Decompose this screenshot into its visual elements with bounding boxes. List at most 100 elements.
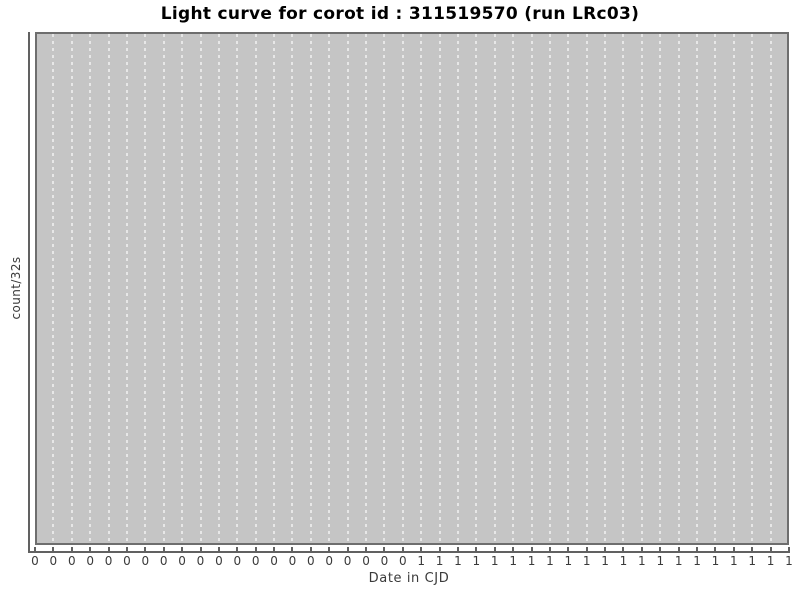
x-tick-label: 0 (215, 554, 223, 568)
x-tick-label: 0 (31, 554, 39, 568)
x-tick-label: 1 (564, 554, 573, 568)
x-tick-label: 0 (123, 554, 131, 568)
x-tick (346, 547, 349, 551)
plot-area (35, 32, 789, 545)
x-tick (34, 547, 36, 551)
chart-title: Light curve for corot id : 311519570 (ru… (160, 4, 640, 24)
x-tick (52, 547, 55, 551)
x-tick (70, 547, 73, 551)
x-tick (493, 547, 496, 551)
x-tick-label: 0 (104, 554, 113, 568)
x-tick (309, 547, 312, 551)
x-tick (696, 547, 699, 551)
x-tick (456, 547, 459, 551)
x-tick-label: 0 (362, 554, 370, 568)
x-tick-label: 1 (674, 554, 683, 568)
vertical-gridline (567, 34, 570, 543)
x-tick-label: 0 (251, 554, 260, 568)
x-tick-label: 0 (141, 554, 150, 568)
x-tick-label: 1 (656, 554, 665, 568)
x-tick-label: 1 (490, 554, 499, 568)
vertical-gridline (732, 34, 735, 543)
vertical-gridline (677, 34, 680, 543)
vertical-gridline (696, 34, 699, 543)
vertical-gridline (604, 34, 607, 543)
x-tick-label: 0 (288, 554, 297, 568)
vertical-gridline (125, 34, 128, 543)
vertical-gridline (291, 34, 294, 543)
x-tick (89, 547, 92, 551)
x-axis-label: Date in CJD (368, 571, 450, 586)
x-tick (181, 547, 184, 551)
vertical-gridline (438, 34, 441, 543)
vertical-gridline (714, 34, 717, 543)
vertical-gridline (309, 34, 312, 543)
x-tick (548, 547, 551, 551)
x-tick (732, 547, 735, 551)
x-tick-label: 1 (730, 554, 738, 568)
x-tick-label: 0 (86, 554, 94, 568)
x-tick (769, 547, 772, 551)
x-tick-label: 1 (527, 554, 536, 568)
vertical-gridline (70, 34, 73, 543)
vertical-gridline (530, 34, 533, 543)
x-tick (585, 547, 588, 551)
x-tick-label: 0 (380, 554, 389, 568)
x-tick (199, 547, 202, 551)
vertical-gridline (328, 34, 331, 543)
x-tick (475, 547, 478, 551)
x-axis-line (28, 551, 790, 553)
vertical-gridline (475, 34, 478, 543)
vertical-gridline (107, 34, 110, 543)
vertical-gridline (640, 34, 643, 543)
x-tick (162, 547, 165, 551)
x-tick-label: 1 (546, 554, 554, 568)
x-tick (640, 547, 643, 551)
vertical-gridline (585, 34, 588, 543)
x-tick (420, 547, 423, 551)
x-tick (401, 547, 404, 551)
x-tick (365, 547, 368, 551)
x-tick (512, 547, 515, 551)
x-tick-label: 0 (307, 554, 315, 568)
x-tick-label: 0 (178, 554, 186, 568)
vertical-gridline (383, 34, 386, 543)
x-tick (604, 547, 607, 551)
x-tick (125, 547, 128, 551)
x-tick (677, 547, 680, 551)
vertical-gridline (420, 34, 423, 543)
x-tick-label: 0 (67, 554, 76, 568)
x-tick (659, 547, 662, 551)
x-tick-label: 1 (417, 554, 426, 568)
vertical-gridline (217, 34, 220, 543)
x-tick (236, 547, 239, 551)
vertical-gridline (144, 34, 147, 543)
x-tick-label: 0 (343, 554, 352, 568)
x-tick-label: 1 (711, 554, 720, 568)
vertical-gridline (52, 34, 55, 543)
vertical-gridline (401, 34, 404, 543)
x-tick-label: 1 (619, 554, 628, 568)
x-tick (438, 547, 441, 551)
vertical-gridline (769, 34, 772, 543)
vertical-gridline (456, 34, 459, 543)
vertical-gridline (199, 34, 202, 543)
x-tick-label: 1 (766, 554, 775, 568)
x-tick-label: 1 (748, 554, 757, 568)
vertical-gridline (162, 34, 165, 543)
vertical-gridline (346, 34, 349, 543)
x-tick (383, 547, 386, 551)
x-tick (291, 547, 294, 551)
x-tick-label: 1 (435, 554, 444, 568)
vertical-gridline (254, 34, 257, 543)
x-tick-label: 0 (270, 554, 278, 568)
x-tick (107, 547, 110, 551)
x-tick-label: 1 (693, 554, 701, 568)
x-tick (622, 547, 625, 551)
x-tick (788, 547, 790, 551)
y-axis-line (28, 32, 30, 553)
x-tick (254, 547, 257, 551)
vertical-gridline (512, 34, 515, 543)
vertical-gridline (751, 34, 754, 543)
